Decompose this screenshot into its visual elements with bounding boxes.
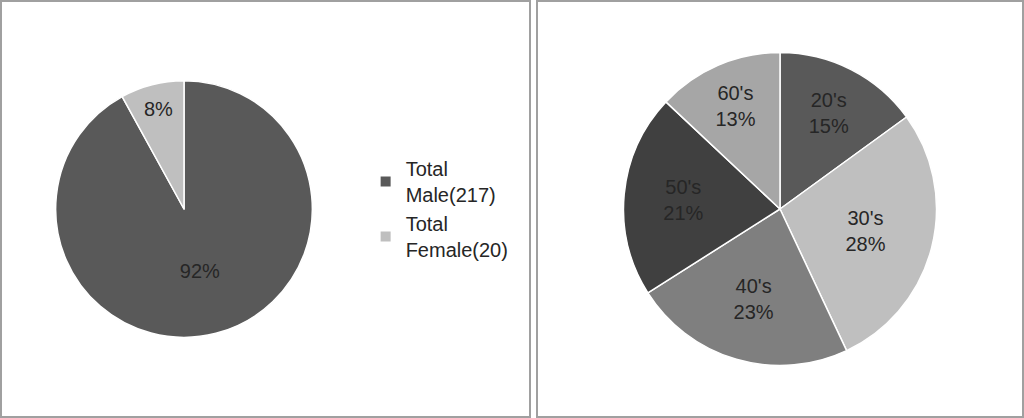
svg-text:40's23%: 40's23% — [734, 275, 774, 323]
svg-text:50's21%: 50's21% — [663, 176, 703, 224]
svg-text:92%: 92% — [180, 260, 220, 282]
svg-text:60's13%: 60's13% — [715, 82, 755, 130]
svg-text:30's28%: 30's28% — [845, 207, 885, 255]
svg-text:TotalFemale(20): TotalFemale(20) — [406, 213, 508, 261]
svg-text:8%: 8% — [144, 98, 173, 120]
svg-text:20's15%: 20's15% — [809, 89, 849, 137]
svg-text:TotalMale(217): TotalMale(217) — [406, 158, 496, 206]
